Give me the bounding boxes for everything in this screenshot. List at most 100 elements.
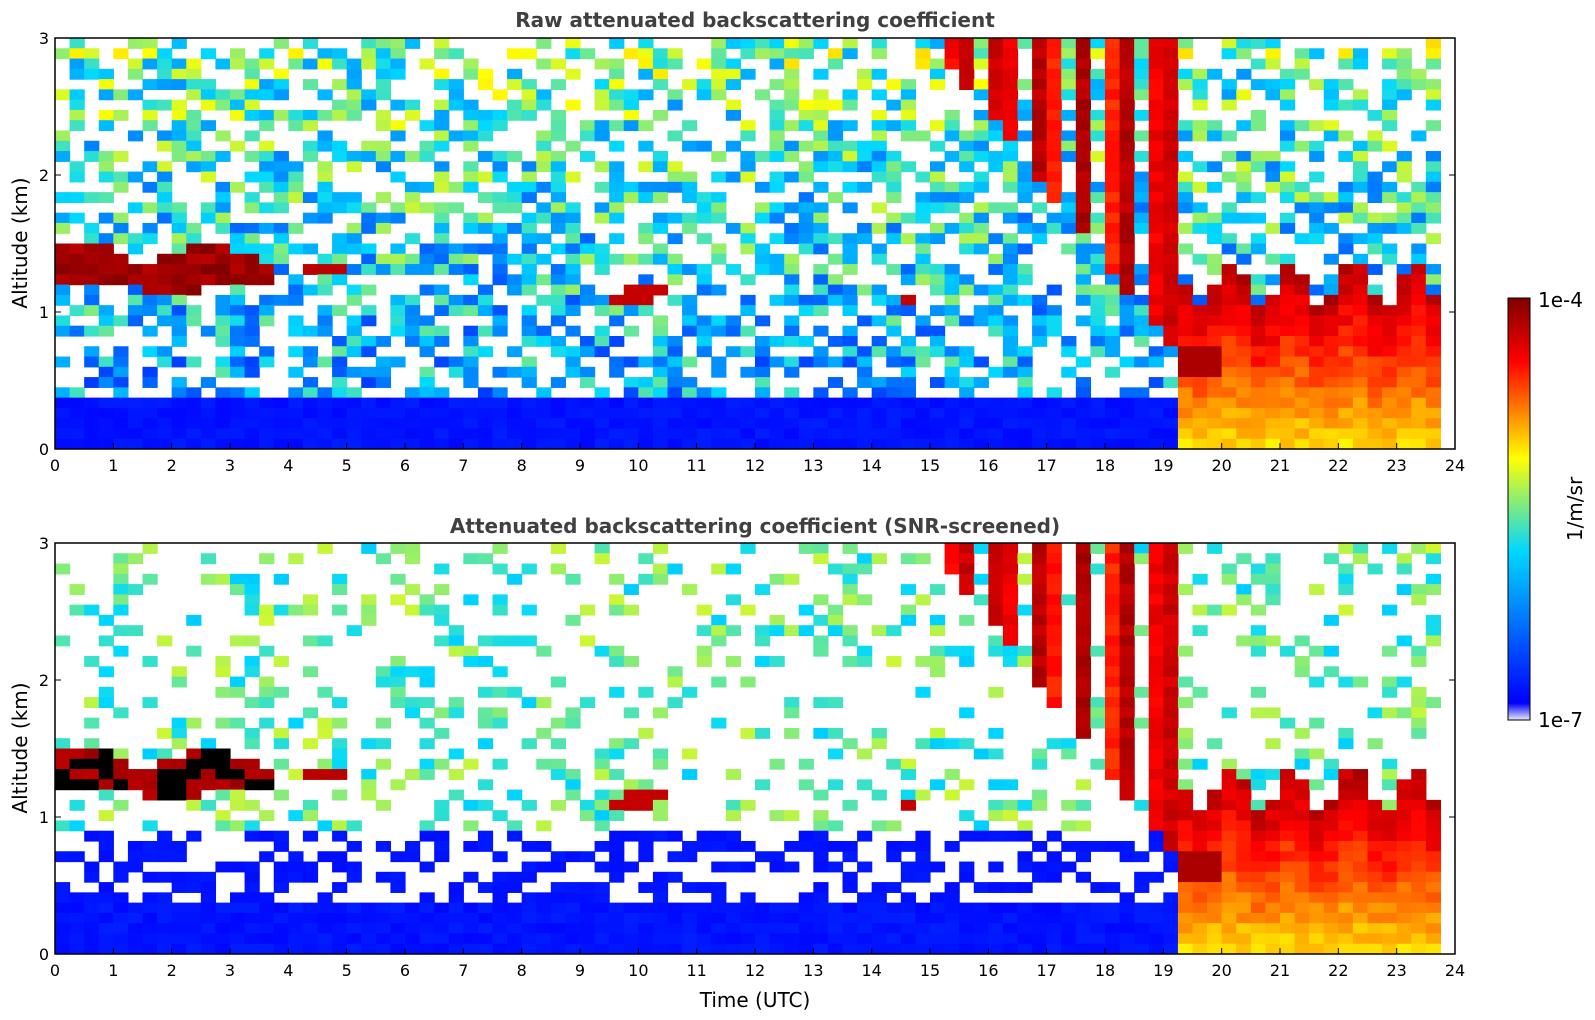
heat-cell [915,871,931,883]
heat-cell [1134,264,1150,275]
heat-cell [1032,923,1048,935]
heat-cell [171,253,187,265]
heat-cell [507,943,523,954]
heat-cell [813,89,829,101]
heat-cell [959,284,975,296]
heat-cell [463,428,479,440]
heat-cell [1382,325,1398,337]
heat-cell [1352,840,1369,852]
heat-cell [565,902,581,914]
heat-cell [1236,151,1252,162]
heat-cell [1163,912,1179,924]
heat-cell [667,346,683,358]
heat-cell [390,38,406,49]
heat-cell [186,748,202,760]
heat-cell [332,335,348,347]
heat-cell [711,902,727,914]
heat-cell [900,789,917,801]
heat-cell [1192,438,1208,449]
heat-cell [1280,387,1296,399]
heat-cell [1075,912,1092,924]
heat-cell [652,79,669,90]
heat-cell [521,840,537,852]
heat-cell [1061,820,1077,832]
heat-cell [1032,666,1048,678]
heat-cell [682,356,698,368]
heat-cell [696,418,712,430]
heat-cell [1002,923,1019,935]
heat-cell [84,438,100,449]
x-tick-label: 6 [400,456,410,475]
heat-cell [84,222,100,234]
heat-cell [682,943,698,954]
heat-cell [1134,171,1150,183]
heat-cell [1309,346,1325,358]
heat-cell [98,438,114,449]
heat-cell [1017,656,1033,667]
heat-cell [361,407,377,419]
heat-cell [288,717,304,729]
heat-cell [550,799,567,811]
heat-cell [1280,212,1296,224]
heat-cell [1396,192,1412,204]
heat-cell [900,366,917,378]
heat-cell [959,233,975,245]
heat-cell [244,397,260,409]
heat-cell [1061,407,1077,419]
heat-cell [784,335,800,347]
heat-cell [711,315,727,327]
heat-cell [1352,871,1369,883]
heat-cell [361,243,377,255]
heat-cell [930,614,946,626]
heat-cell [609,438,625,449]
heat-cell [1425,820,1442,832]
heat-cell [1075,625,1092,637]
heat-cell [273,202,289,214]
heat-cell [171,377,187,388]
heat-cell [842,356,858,368]
heat-cell [463,933,479,945]
heat-cell [127,397,144,409]
heat-cell [900,418,917,430]
heat-cell [1075,284,1092,296]
heat-cell [1382,830,1398,842]
heat-cell [1425,438,1442,449]
heat-cell [930,407,946,419]
heat-cell [682,192,698,204]
heat-cell [1352,851,1369,863]
heat-cell [1425,635,1442,647]
heat-cell [1250,707,1267,719]
heat-cell [784,294,800,306]
heat-cell [827,48,844,60]
heat-cell [171,294,187,306]
heat-cell [609,79,625,90]
heat-cell [1032,233,1048,245]
heat-cell [915,923,931,935]
heat-cell [594,325,610,337]
heat-cell [113,377,129,388]
heat-cell [477,68,494,80]
heat-cell [521,418,537,430]
heat-cell [886,377,902,388]
heat-cell [186,253,202,265]
heat-cell [1119,902,1135,914]
heat-cell [638,356,654,368]
heat-cell [857,151,873,162]
heat-cell [1017,99,1033,111]
heat-cell [1338,428,1354,440]
heat-cell [667,58,683,70]
heat-cell [1367,387,1383,399]
heat-cell [390,68,406,80]
heat-cell [69,397,85,409]
heat-cell [565,356,581,368]
heat-cell [69,851,85,863]
heat-cell [361,264,377,275]
heat-cell [565,882,581,893]
heat-cell [1294,48,1310,60]
heat-cell [550,738,567,750]
heat-cell [1323,325,1339,337]
heat-cell [1425,387,1442,399]
heat-cell [944,892,960,904]
heat-cell [1294,727,1310,739]
heat-cell [215,748,231,760]
